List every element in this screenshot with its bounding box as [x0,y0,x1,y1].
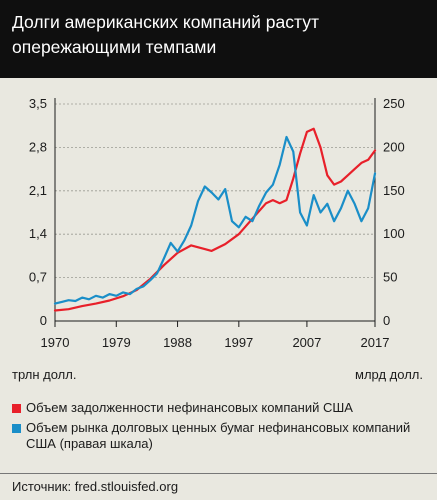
legend-label-red: Объем задолженности нефинансовых компани… [26,400,353,415]
y-right-tick-label: 50 [383,270,397,285]
y-right-tick-label: 0 [383,313,390,328]
left-axis-unit: трлн долл. [12,367,77,382]
y-left-tick-label: 2,8 [29,139,47,154]
y-left-tick-label: 0,7 [29,270,47,285]
y-left-tick-label: 2,1 [29,183,47,198]
series-line-red [53,127,377,312]
y-left-tick-label: 3,5 [29,96,47,111]
series-line-blue [53,135,377,305]
y-right-tick-label: 100 [383,226,405,241]
legend-swatch-blue [12,424,21,433]
legend-swatch-red [12,404,21,413]
chart-area: 0 0,7 1,4 2,1 2,8 3,5 0 50 100 150 200 250 1970 1979 1… [0,80,437,400]
x-tick-label: 1988 [163,335,192,350]
x-tick-label: 1997 [224,335,253,350]
x-tick-label: 2017 [361,335,390,350]
x-tick-label: 2007 [292,335,321,350]
chart-title: Долги американских компаний растут опере… [12,12,319,57]
x-tick-label: 1970 [41,335,70,350]
y-right-tick-label: 250 [383,96,405,111]
right-axis-unit: млрд долл. [355,367,423,382]
legend-label-blue: Объем рынка долговых ценных бумаг нефина… [26,420,411,451]
legend-item-red-series: Объем задолженности нефинансовых компани… [12,400,427,416]
legend: Объем задолженности нефинансовых компани… [12,400,427,456]
legend-item-blue-series: Объем рынка долговых ценных бумаг нефина… [12,420,427,452]
y-right-tick-label: 200 [383,139,405,154]
x-tick-label: 1979 [102,335,131,350]
y-right-tick-label: 150 [383,183,405,198]
source-divider [0,473,437,474]
source-text: Источник: fred.stlouisfed.org [12,479,179,494]
y-left-tick-label: 0 [40,313,47,328]
header-bar: Долги американских компаний растут опере… [0,0,437,78]
chart-svg: 0 0,7 1,4 2,1 2,8 3,5 0 50 100 150 200 250 1970 1979 1… [29,96,405,350]
y-left-tick-label: 1,4 [29,226,47,241]
